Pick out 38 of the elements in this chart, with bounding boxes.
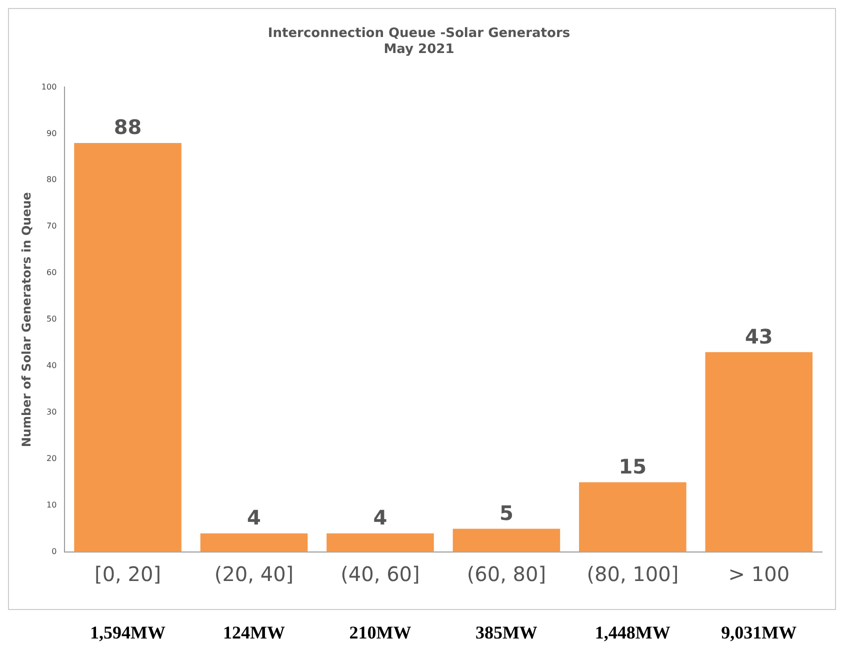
data-label: 4 [247, 506, 261, 530]
y-tick-label: 50 [46, 314, 57, 324]
bar [326, 533, 434, 552]
y-tick-label: 30 [46, 408, 57, 417]
y-tick-label: 40 [46, 361, 57, 370]
text: 385MW [475, 622, 538, 643]
y-tick-label: 70 [46, 222, 57, 231]
text: 124MW [223, 622, 285, 643]
text: 1,594MW [90, 622, 166, 643]
bar [74, 142, 182, 552]
data-label: 15 [618, 454, 647, 478]
text: May 2021 [384, 42, 454, 57]
x-tick-label: (80, 100] [586, 562, 679, 586]
text: Interconnection Queue -Solar Generators [268, 26, 570, 42]
y-tick-label: 10 [46, 500, 57, 510]
bar [452, 528, 560, 552]
bar [200, 533, 308, 552]
y-tick-label: 60 [46, 268, 57, 278]
data-label: 43 [744, 324, 773, 348]
bar [579, 482, 686, 552]
y-tick-label: 20 [46, 454, 57, 464]
data-label: 5 [499, 500, 514, 525]
text: 1,448MW [594, 622, 670, 643]
x-tick-label: > 100 [728, 562, 790, 586]
text: 210MW [349, 622, 412, 643]
data-label: 4 [373, 506, 388, 530]
x-tick-label: [0, 20] [94, 562, 162, 586]
y-tick-label: 90 [46, 128, 57, 138]
y-tick-label: 80 [46, 175, 57, 184]
y-tick-label: 100 [41, 82, 57, 92]
x-tick-label: (20, 40] [214, 562, 294, 586]
data-label: 88 [114, 115, 142, 140]
x-tick-label: (40, 60] [340, 562, 420, 586]
bar [705, 352, 813, 552]
y-tick-label: 0 [52, 547, 57, 556]
x-tick-label: (60, 80] [466, 562, 546, 586]
text: 9,031MW [721, 622, 797, 643]
y-axis-title: Number of Solar Generators in Queue [19, 192, 34, 448]
